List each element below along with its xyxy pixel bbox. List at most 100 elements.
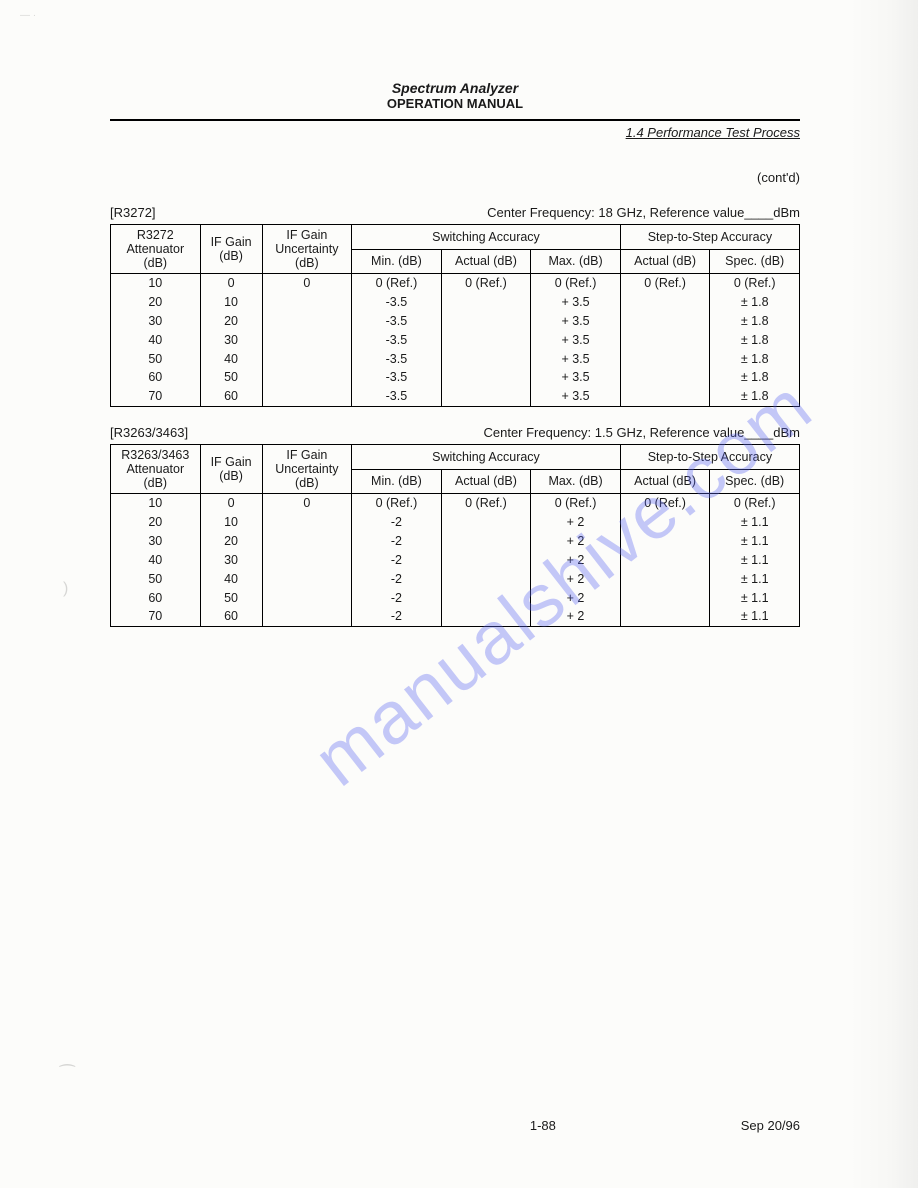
cell-act2: 0 (Ref.) [620, 274, 710, 293]
cell-act [441, 368, 531, 387]
cell-act [441, 532, 531, 551]
cell-act2 [620, 589, 710, 608]
cell-spec: ± 1.1 [710, 532, 800, 551]
cell-if: 40 [200, 570, 262, 589]
cell-spec: 0 (Ref.) [710, 494, 800, 513]
cell-unc [262, 551, 352, 570]
cell-att: 60 [111, 589, 201, 608]
cell-unc [262, 589, 352, 608]
th-actual2: Actual (dB) [620, 249, 710, 274]
cell-att: 40 [111, 551, 201, 570]
cell-if: 0 [200, 494, 262, 513]
th-max: Max. (dB) [531, 249, 621, 274]
cell-min: -2 [352, 532, 442, 551]
cell-att: 70 [111, 387, 201, 406]
cell-act2 [620, 513, 710, 532]
cell-if: 30 [200, 551, 262, 570]
table2-freq-label: Center Frequency: 1.5 GHz, Reference val… [483, 425, 800, 440]
cell-max: + 2 [531, 607, 621, 626]
cell-unc [262, 312, 352, 331]
cell-spec: ± 1.1 [710, 589, 800, 608]
cell-min: -3.5 [352, 312, 442, 331]
cell-min: -3.5 [352, 387, 442, 406]
th-actual: Actual (dB) [441, 469, 531, 494]
table1-freq-label: Center Frequency: 18 GHz, Reference valu… [487, 205, 800, 220]
scan-edge-artifact [848, 0, 918, 1188]
table-row: 2010-3.5+ 3.5± 1.8 [111, 293, 800, 312]
table-row: 4030-3.5+ 3.5± 1.8 [111, 331, 800, 350]
cell-if: 10 [200, 293, 262, 312]
cell-max: + 2 [531, 513, 621, 532]
th-min: Min. (dB) [352, 249, 442, 274]
cell-min: -3.5 [352, 350, 442, 369]
cell-if: 60 [200, 607, 262, 626]
cell-min: -3.5 [352, 368, 442, 387]
header-rule [110, 119, 800, 121]
cell-act [441, 589, 531, 608]
cell-max: + 2 [531, 532, 621, 551]
cell-att: 60 [111, 368, 201, 387]
cell-max: + 3.5 [531, 293, 621, 312]
table1-body: 10000 (Ref.)0 (Ref.)0 (Ref.)0 (Ref.)0 (R… [111, 274, 800, 407]
page-footer: 1-88 Sep 20/96 [110, 1118, 800, 1133]
cell-if: 20 [200, 532, 262, 551]
th-switching: Switching Accuracy [352, 445, 621, 470]
page-content: Spectrum Analyzer OPERATION MANUAL 1.4 P… [110, 80, 800, 627]
cell-spec: ± 1.8 [710, 350, 800, 369]
cell-unc: 0 [262, 274, 352, 293]
cell-spec: ± 1.1 [710, 570, 800, 589]
table2-body: 10000 (Ref.)0 (Ref.)0 (Ref.)0 (Ref.)0 (R… [111, 494, 800, 627]
cell-att: 30 [111, 532, 201, 551]
th-actual: Actual (dB) [441, 249, 531, 274]
cell-max: 0 (Ref.) [531, 494, 621, 513]
cell-min: -2 [352, 589, 442, 608]
cell-act [441, 387, 531, 406]
table-row: 5040-3.5+ 3.5± 1.8 [111, 350, 800, 369]
cell-att: 10 [111, 274, 201, 293]
cell-unc [262, 532, 352, 551]
th-min: Min. (dB) [352, 469, 442, 494]
table1-model-label: [R3272] [110, 205, 156, 220]
cell-unc [262, 570, 352, 589]
table2-model-label: [R3263/3463] [110, 425, 188, 440]
th-uncertainty: IF Gain Uncertainty (dB) [262, 225, 352, 274]
cell-att: 70 [111, 607, 201, 626]
cell-act: 0 (Ref.) [441, 494, 531, 513]
cell-unc [262, 513, 352, 532]
cell-act2 [620, 331, 710, 350]
th-max: Max. (dB) [531, 469, 621, 494]
cell-min: 0 (Ref.) [352, 274, 442, 293]
th-spec: Spec. (dB) [710, 249, 800, 274]
cell-if: 50 [200, 589, 262, 608]
cell-spec: 0 (Ref.) [710, 274, 800, 293]
table-row: 7060-2+ 2± 1.1 [111, 607, 800, 626]
cell-unc [262, 368, 352, 387]
cell-act2 [620, 551, 710, 570]
cell-spec: ± 1.8 [710, 312, 800, 331]
scan-noise: ⁀ [60, 1065, 74, 1086]
cell-min: -2 [352, 607, 442, 626]
table-row: 4030-2+ 2± 1.1 [111, 551, 800, 570]
cell-att: 20 [111, 513, 201, 532]
cell-att: 10 [111, 494, 201, 513]
cell-if: 40 [200, 350, 262, 369]
table1-caption-row: [R3272] Center Frequency: 18 GHz, Refere… [110, 205, 800, 220]
footer-date: Sep 20/96 [741, 1118, 800, 1133]
table-row: 3020 -2 + 2 ± 1.1 [111, 532, 800, 551]
cell-unc [262, 331, 352, 350]
cell-if: 10 [200, 513, 262, 532]
cell-att: 50 [111, 350, 201, 369]
scan-noise: — · [20, 10, 36, 21]
cell-unc [262, 293, 352, 312]
cell-act2 [620, 350, 710, 369]
cell-min: -2 [352, 570, 442, 589]
cell-act [441, 331, 531, 350]
th-attenuator: R3263/3463 Attenuator (dB) [111, 445, 201, 494]
cell-if: 30 [200, 331, 262, 350]
cell-spec: ± 1.8 [710, 331, 800, 350]
table-row: 7060-3.5+ 3.5± 1.8 [111, 387, 800, 406]
cell-att: 20 [111, 293, 201, 312]
cell-act [441, 551, 531, 570]
cell-spec: ± 1.1 [710, 513, 800, 532]
cell-spec: ± 1.8 [710, 387, 800, 406]
